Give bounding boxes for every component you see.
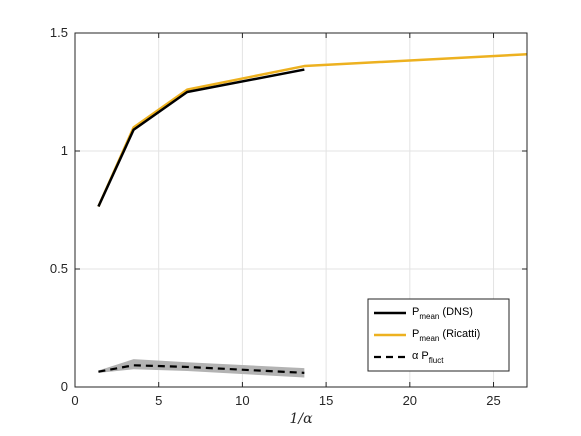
y-tick-label: 1: [61, 143, 68, 158]
legend-entry-1: Pmean (Ricatti): [412, 328, 480, 343]
series-band-2: [98, 359, 305, 378]
x-tick-label: 10: [235, 393, 249, 408]
axes-box: [74, 32, 528, 388]
x-tick-label: 15: [319, 393, 333, 408]
x-tick-label: 25: [486, 393, 500, 408]
x-tick-label: 5: [155, 393, 162, 408]
tick-labels: 0 5 10 15 20 25 0 0.5 1 1.5: [50, 25, 501, 408]
legend-entry-2: α Pfluct: [412, 350, 444, 365]
fluct-band: [98, 359, 305, 378]
legend-entry-0: Pmean (DNS): [412, 306, 473, 321]
series-line-2: [98, 364, 305, 374]
x-tick-label: 0: [71, 393, 78, 408]
series-line-0: [97, 68, 305, 207]
y-tick-label: 0: [61, 379, 68, 394]
x-tick-label: 20: [403, 393, 417, 408]
axes: [74, 32, 528, 388]
y-tick-label: 0.5: [50, 261, 68, 276]
legend: Pmean (DNS) Pmean (Ricatti) α Pfluct: [367, 298, 510, 372]
x-axis-label: 1/α: [289, 411, 313, 427]
series-line-1: [97, 52, 528, 207]
series-lines: [97, 52, 528, 374]
y-tick-label: 1.5: [50, 25, 68, 40]
